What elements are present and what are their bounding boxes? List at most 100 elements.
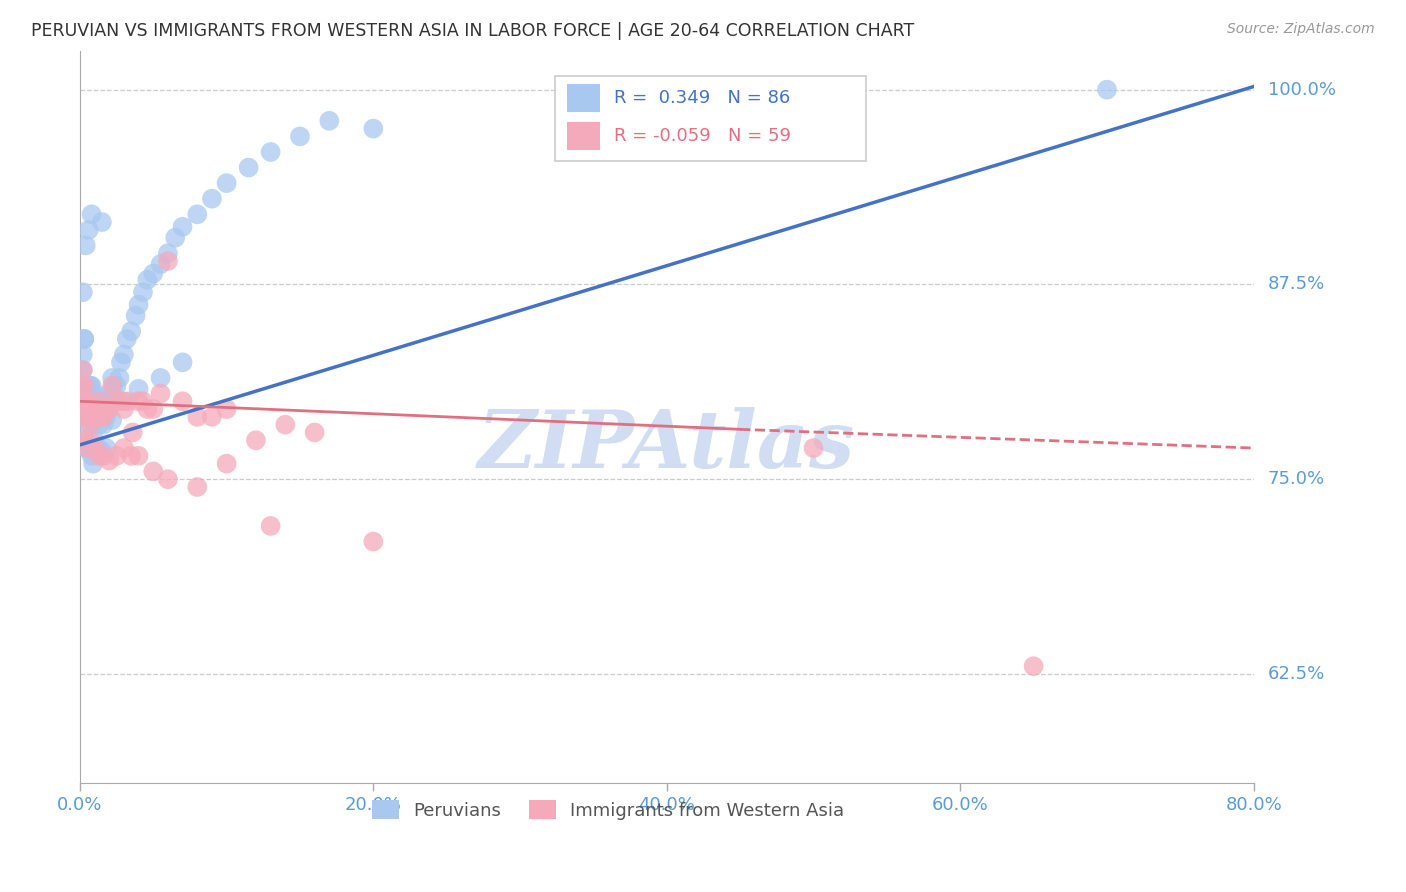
Point bbox=[132, 394, 155, 409]
Point bbox=[186, 207, 208, 221]
Point bbox=[87, 394, 110, 409]
Point bbox=[80, 207, 103, 221]
FancyBboxPatch shape bbox=[567, 85, 600, 112]
Point bbox=[105, 394, 128, 409]
Point bbox=[201, 409, 224, 424]
Point bbox=[79, 434, 101, 448]
Point bbox=[101, 371, 124, 385]
Point bbox=[70, 363, 93, 377]
Point bbox=[90, 409, 112, 424]
Point bbox=[77, 386, 100, 401]
Point bbox=[112, 402, 135, 417]
Point bbox=[79, 417, 101, 432]
Point bbox=[87, 417, 110, 432]
Point bbox=[132, 285, 155, 300]
Point bbox=[172, 394, 194, 409]
Point bbox=[70, 378, 93, 392]
Text: 87.5%: 87.5% bbox=[1268, 276, 1324, 293]
Point bbox=[84, 409, 107, 424]
Point bbox=[77, 223, 100, 237]
Point bbox=[83, 434, 105, 448]
Point bbox=[86, 441, 108, 455]
Point bbox=[120, 449, 142, 463]
Point bbox=[90, 215, 112, 229]
Point bbox=[72, 363, 94, 377]
Point bbox=[73, 378, 96, 392]
Point bbox=[82, 457, 104, 471]
Point bbox=[363, 534, 385, 549]
Point bbox=[82, 394, 104, 409]
Point bbox=[96, 441, 118, 455]
Point bbox=[120, 324, 142, 338]
Point bbox=[76, 378, 98, 392]
Point bbox=[98, 453, 121, 467]
Point bbox=[363, 121, 385, 136]
Text: R = -0.059   N = 59: R = -0.059 N = 59 bbox=[614, 128, 792, 145]
Point bbox=[72, 363, 94, 377]
Text: R =  0.349   N = 86: R = 0.349 N = 86 bbox=[614, 89, 790, 107]
Point bbox=[73, 332, 96, 346]
Point bbox=[186, 409, 208, 424]
Point bbox=[1022, 659, 1045, 673]
Point bbox=[75, 441, 97, 455]
Point bbox=[82, 417, 104, 432]
Point bbox=[101, 413, 124, 427]
Point bbox=[105, 378, 128, 392]
Point bbox=[112, 394, 135, 409]
Point bbox=[76, 409, 98, 424]
Point bbox=[117, 394, 139, 409]
Point bbox=[104, 394, 127, 409]
Point bbox=[110, 355, 132, 369]
Point bbox=[108, 371, 131, 385]
Point bbox=[128, 382, 150, 396]
Point bbox=[98, 402, 121, 417]
Point bbox=[76, 394, 98, 409]
Point bbox=[172, 219, 194, 234]
Point bbox=[128, 298, 150, 312]
Point bbox=[90, 409, 112, 424]
Point bbox=[80, 402, 103, 417]
Point bbox=[142, 402, 165, 417]
Point bbox=[97, 402, 120, 417]
Point bbox=[84, 394, 107, 409]
Point bbox=[274, 417, 297, 432]
Point bbox=[75, 378, 97, 392]
Point bbox=[288, 129, 311, 144]
FancyBboxPatch shape bbox=[555, 77, 866, 161]
Point bbox=[70, 378, 93, 392]
Point bbox=[112, 441, 135, 455]
Point bbox=[165, 230, 187, 244]
Point bbox=[156, 246, 179, 260]
Point bbox=[121, 425, 143, 440]
Legend: Peruvians, Immigrants from Western Asia: Peruvians, Immigrants from Western Asia bbox=[364, 793, 852, 827]
Point bbox=[82, 409, 104, 424]
Point bbox=[72, 347, 94, 361]
Point bbox=[124, 309, 146, 323]
Point bbox=[96, 402, 118, 417]
Text: Source: ZipAtlas.com: Source: ZipAtlas.com bbox=[1227, 22, 1375, 37]
Point bbox=[142, 267, 165, 281]
Point bbox=[259, 145, 281, 159]
Point bbox=[215, 176, 238, 190]
Point bbox=[186, 480, 208, 494]
Point bbox=[803, 441, 825, 455]
Point bbox=[1095, 82, 1118, 96]
Point bbox=[77, 441, 100, 455]
Point bbox=[73, 425, 96, 440]
Point bbox=[128, 394, 150, 409]
Text: PERUVIAN VS IMMIGRANTS FROM WESTERN ASIA IN LABOR FORCE | AGE 20-64 CORRELATION : PERUVIAN VS IMMIGRANTS FROM WESTERN ASIA… bbox=[31, 22, 914, 40]
Point bbox=[77, 402, 100, 417]
Point bbox=[87, 402, 110, 417]
Point bbox=[238, 161, 260, 175]
Point bbox=[259, 519, 281, 533]
Point bbox=[73, 332, 96, 346]
Point bbox=[83, 386, 105, 401]
Point bbox=[201, 192, 224, 206]
Point bbox=[90, 444, 112, 458]
Point bbox=[86, 402, 108, 417]
Point bbox=[156, 472, 179, 486]
Point bbox=[76, 441, 98, 455]
Point bbox=[172, 355, 194, 369]
Point bbox=[89, 402, 111, 417]
Point bbox=[70, 394, 93, 409]
